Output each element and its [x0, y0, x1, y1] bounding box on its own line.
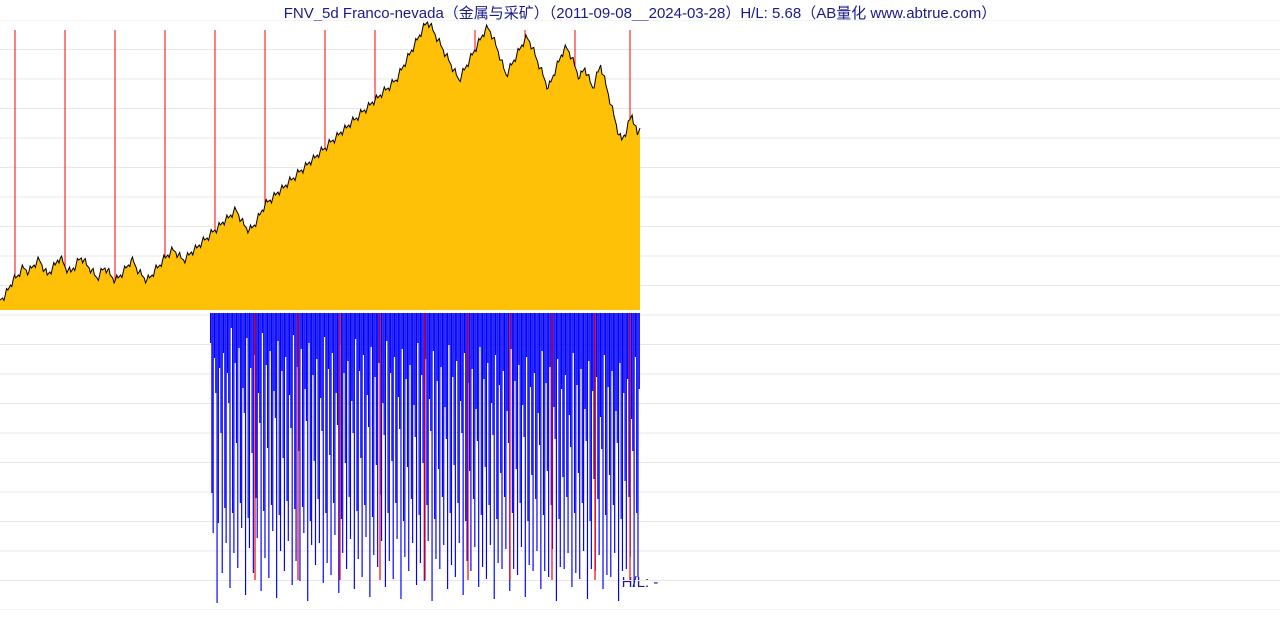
- chart-svg: [0, 20, 1280, 610]
- chart-canvas: [0, 20, 1280, 610]
